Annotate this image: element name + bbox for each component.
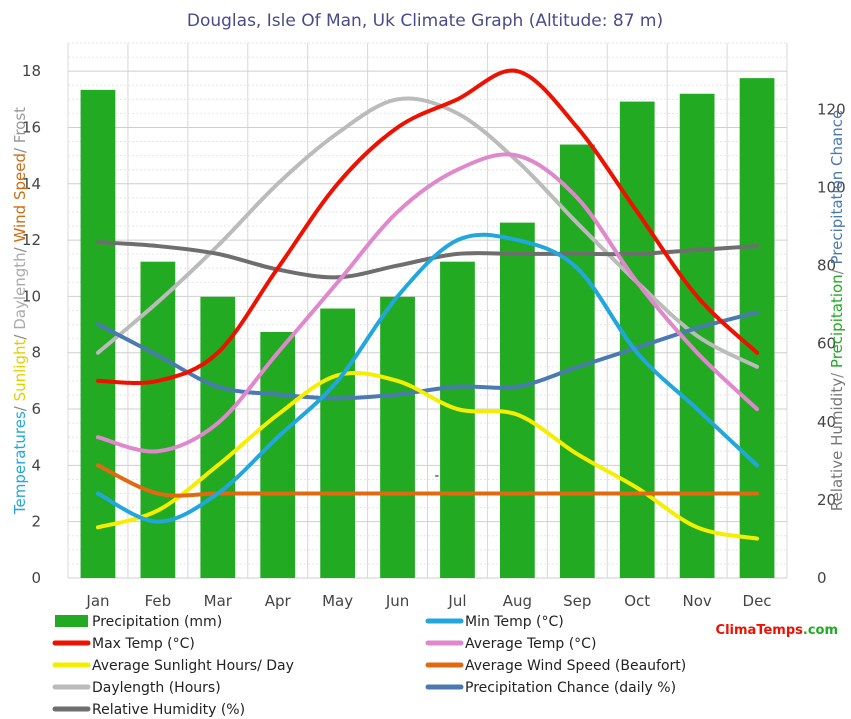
series-line-average-temp-c xyxy=(95,152,760,454)
left-tick-label: 0 xyxy=(31,569,41,587)
right-tick-label: 60 xyxy=(817,335,836,353)
chart-annotation: - xyxy=(435,468,440,483)
left-tick-label: 14 xyxy=(22,175,41,193)
legend: Precipitation (mm) Min Temp (°C) Max Temp … xyxy=(52,614,686,718)
precipitation-bar-may xyxy=(320,308,356,578)
legend-item-daylength-hours[interactable]: Daylength (Hours) xyxy=(52,680,221,696)
series-line-average-sunlight-hours-day xyxy=(95,370,760,541)
legend-label: Relative Humidity (%) xyxy=(92,702,245,718)
left-tick-label: 18 xyxy=(22,62,41,80)
left-axis-label-part: / xyxy=(11,401,29,411)
x-tick-label: Mar xyxy=(204,592,233,610)
brand-part2: Temps xyxy=(756,623,803,638)
left-axis-label-part: / xyxy=(11,243,29,253)
axes: 0 2 4 6 8 10 12 14 16 18 0 20 40 60 80 100 120 Jan Feb Mar A… xyxy=(11,62,846,610)
legend-item-max-temp-c[interactable]: Max Temp (°C) xyxy=(52,636,195,652)
x-tick-label: Jun xyxy=(385,592,409,610)
legend-label: Min Temp (°C) xyxy=(465,614,564,630)
left-axis-label-part: Sunlight xyxy=(11,339,29,401)
x-tick-label: Oct xyxy=(624,592,650,610)
left-axis-label-part: Wind Speed xyxy=(11,153,29,243)
left-tick-label: 6 xyxy=(31,400,41,418)
precipitation-bar-dec xyxy=(739,78,775,578)
x-tick-label: Jul xyxy=(447,592,466,610)
series-line-min-temp-c xyxy=(95,232,760,524)
x-tick-label: Jan xyxy=(85,592,109,610)
left-axis-label-part: Daylength xyxy=(11,252,29,329)
precipitation-bar-apr xyxy=(260,331,296,578)
legend-item-average-sunlight-hours-day[interactable]: Average Sunlight Hours/ Day xyxy=(52,658,294,674)
right-tick-label: 80 xyxy=(817,257,836,275)
x-tick-label: Apr xyxy=(265,592,292,610)
left-tick-label: 4 xyxy=(31,456,41,474)
legend-item-average-temp-c[interactable]: Average Temp (°C) xyxy=(425,636,596,652)
legend-item-relative-humidity[interactable]: Relative Humidity (%) xyxy=(52,702,245,718)
right-tick-label: 100 xyxy=(817,178,846,196)
legend-item-average-wind-speed-beaufort[interactable]: Average Wind Speed (Beaufort) xyxy=(425,658,686,674)
left-axis-label-part: / xyxy=(11,143,29,153)
right-axis-label-part: Relative Humidity xyxy=(828,378,846,511)
right-axis-label-part: / xyxy=(828,264,846,274)
precipitation-bar-jul xyxy=(440,261,475,578)
x-tick-label: Dec xyxy=(743,592,772,610)
precipitation-bar-feb xyxy=(140,261,176,578)
legend-label: Average Temp (°C) xyxy=(465,636,596,652)
x-tick-label: Nov xyxy=(682,592,711,610)
left-tick-label: 16 xyxy=(22,118,41,136)
precipitation-bar-jan xyxy=(80,89,116,578)
brand-part3: .com xyxy=(803,623,838,638)
legend-item-precipitation-chance-daily[interactable]: Precipitation Chance (daily %) xyxy=(425,680,676,696)
legend-label: Precipitation (mm) xyxy=(92,614,222,630)
chart-title: Douglas, Isle Of Man, Uk Climate Graph (… xyxy=(187,11,663,31)
series-lines: - xyxy=(95,68,760,541)
right-axis-label: Relative Humidity/ Precipitation/ Precip… xyxy=(828,110,846,511)
right-axis-label-part: Precipitation xyxy=(828,274,846,368)
right-axis-label-part: Precipitation Chance xyxy=(828,110,846,265)
right-tick-label: 120 xyxy=(817,100,846,118)
series-line-max-temp-c xyxy=(95,68,760,385)
right-axis-label-part: / xyxy=(828,368,846,378)
series-line-average-wind-speed-beaufort xyxy=(95,463,760,498)
x-tick-label: May xyxy=(322,592,353,610)
x-tick-label: Feb xyxy=(145,592,172,610)
series-line-relative-humidity xyxy=(95,240,760,280)
precipitation-bar-jun xyxy=(380,296,415,578)
legend-label: Daylength (Hours) xyxy=(92,680,221,696)
right-tick-label: 40 xyxy=(817,413,836,431)
x-tick-label: Sep xyxy=(563,592,591,610)
legend-item-precipitation-mm[interactable]: Precipitation (mm) xyxy=(55,614,222,630)
left-tick-label: 12 xyxy=(22,231,41,249)
x-tick-label: Aug xyxy=(503,592,532,610)
legend-label: Max Temp (°C) xyxy=(92,636,195,652)
precipitation-bars xyxy=(80,78,775,579)
left-tick-label: 8 xyxy=(31,344,41,362)
brand-logo[interactable]: ClimaTemps.com xyxy=(716,623,838,638)
legend-item-min-temp-c[interactable]: Min Temp (°C) xyxy=(425,614,564,630)
precipitation-bar-aug xyxy=(499,222,535,578)
left-tick-label: 2 xyxy=(31,513,41,531)
left-axis-label-part: / xyxy=(11,330,29,340)
precipitation-bar-mar xyxy=(200,296,236,578)
right-tick-label: 0 xyxy=(817,569,827,587)
brand-part1: Clima xyxy=(716,623,757,638)
left-axis-label: Temperatures/ Sunlight/ Daylength/ Wind … xyxy=(11,107,29,515)
left-axis-label-part: Temperatures xyxy=(11,411,29,515)
legend-swatch xyxy=(55,615,88,627)
left-tick-label: 10 xyxy=(22,287,41,305)
legend-label: Average Sunlight Hours/ Day xyxy=(92,658,294,674)
left-axis-label-part: Frost xyxy=(11,107,29,143)
legend-label: Precipitation Chance (daily %) xyxy=(465,680,676,696)
legend-label: Average Wind Speed (Beaufort) xyxy=(465,658,686,674)
right-tick-label: 20 xyxy=(817,491,836,509)
